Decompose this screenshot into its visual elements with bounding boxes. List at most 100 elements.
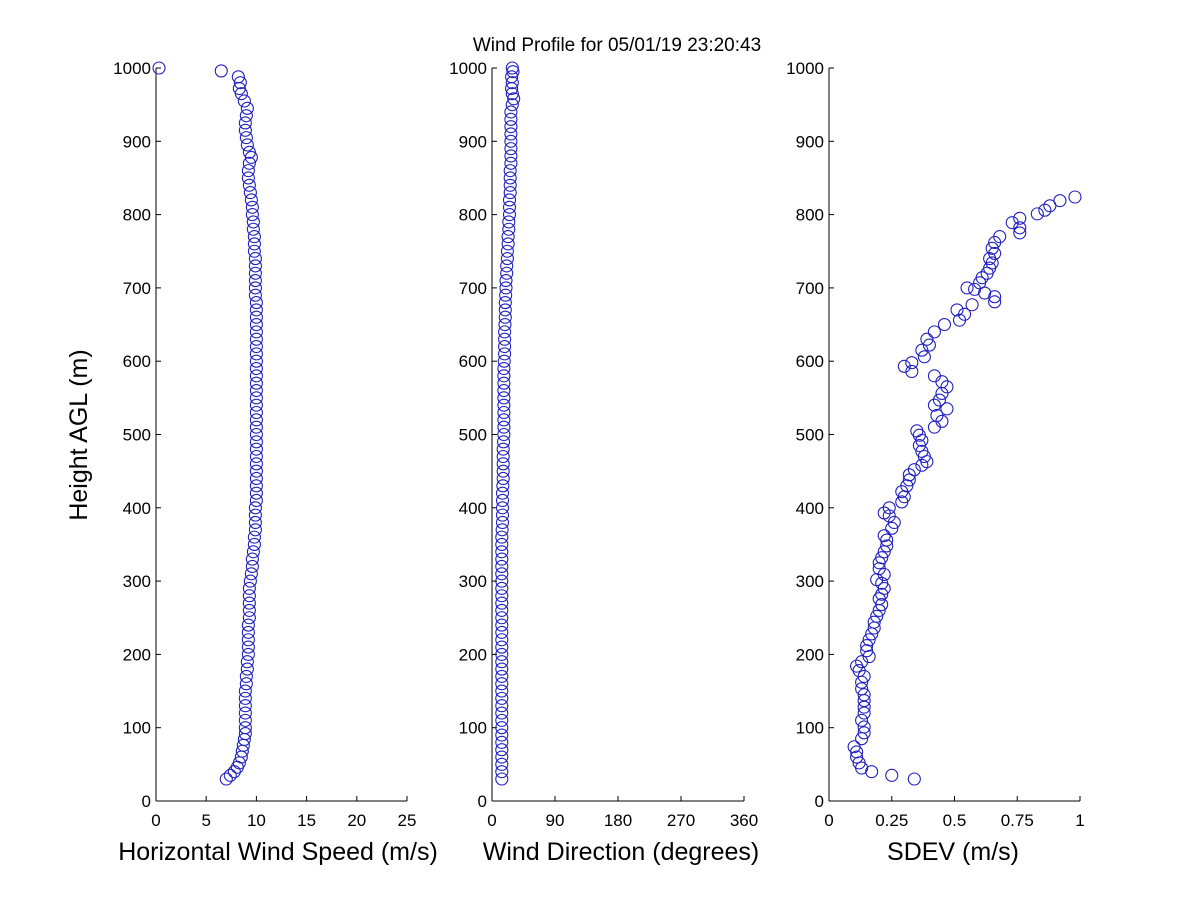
direction-data-point xyxy=(497,398,511,412)
sdev-data-point xyxy=(927,398,941,412)
direction-data-point xyxy=(504,127,518,141)
sdev-data-point xyxy=(940,380,954,394)
direction-data-point xyxy=(504,149,518,163)
direction-data-point xyxy=(498,332,512,346)
speed-data-point xyxy=(249,471,263,486)
chart-title: Wind Profile for 05/01/19 23:20:43 xyxy=(473,35,761,56)
direction-data-point xyxy=(495,545,509,559)
sdev-y-tick-label: 100 xyxy=(796,719,824,738)
direction-data-point xyxy=(498,310,512,324)
speed-data-point xyxy=(241,647,255,661)
speed-data-point xyxy=(242,156,256,170)
direction-data-point xyxy=(498,296,512,310)
sdev-data-point xyxy=(857,726,871,740)
sdev-data-point xyxy=(915,343,929,357)
speed-data-point xyxy=(241,625,255,639)
speed-x-tick-label: 5 xyxy=(201,811,210,830)
direction-data-point xyxy=(498,317,512,332)
speed-data-point xyxy=(246,545,260,559)
sdev-data-point xyxy=(887,515,901,530)
speed-data-point xyxy=(249,405,263,420)
direction-data-point xyxy=(496,464,510,478)
sdev-data-point xyxy=(930,408,944,422)
speed-y-tick-label: 1000 xyxy=(113,59,151,78)
sdev-data-point xyxy=(902,473,916,487)
direction-data-point xyxy=(503,164,517,178)
sdev-data-point xyxy=(907,463,921,477)
speed-data-point xyxy=(248,281,262,295)
speed-data-point xyxy=(245,208,259,222)
direction-data-point xyxy=(497,427,511,442)
sdev-y-tick-label: 900 xyxy=(796,132,824,151)
speed-data-point xyxy=(249,361,263,376)
direction-data-point xyxy=(495,589,509,603)
direction-data-point xyxy=(495,691,509,705)
direction-data-point xyxy=(495,669,509,683)
direction-data-point xyxy=(497,354,511,368)
sdev-x-tick-label: 0 xyxy=(824,811,833,830)
direction-data-point xyxy=(502,193,517,207)
direction-data-point xyxy=(498,303,512,317)
sdev-data-point xyxy=(983,252,997,266)
direction-data-point xyxy=(507,92,521,106)
direction-data-point xyxy=(499,274,513,288)
speed-y-tick-label: 0 xyxy=(142,792,151,811)
speed-data-point xyxy=(246,222,260,236)
speed-data-point xyxy=(245,200,259,214)
sdev-data-point xyxy=(855,655,869,669)
speed-data-point xyxy=(247,244,261,258)
sdev-data-point xyxy=(920,332,934,346)
direction-data-point xyxy=(497,383,511,398)
sdev-data-point xyxy=(875,551,889,565)
sdev-data-point xyxy=(965,298,979,312)
direction-data-point xyxy=(495,567,509,581)
sdev-data-point xyxy=(857,720,871,734)
direction-y-tick-label: 900 xyxy=(459,132,487,151)
direction-data-point xyxy=(500,244,514,258)
speed-data-point xyxy=(249,339,263,354)
direction-data-point xyxy=(495,596,509,610)
direction-data-point xyxy=(495,611,509,625)
speed-data-point xyxy=(249,420,263,434)
direction-y-tick-label: 400 xyxy=(459,499,487,518)
direction-data-point xyxy=(495,750,509,764)
speed-data-point xyxy=(249,413,263,427)
speed-data-point xyxy=(247,230,261,244)
speed-y-tick-label: 100 xyxy=(123,719,151,738)
speed-data-point xyxy=(249,427,263,442)
speed-data-point xyxy=(249,449,263,464)
speed-data-point xyxy=(249,354,263,368)
speed-data-point xyxy=(237,94,251,108)
sdev-x-tick-label: 0.75 xyxy=(1001,811,1034,830)
direction-data-point xyxy=(495,581,509,595)
direction-data-point xyxy=(495,728,509,742)
speed-data-point xyxy=(249,376,263,390)
direction-data-point xyxy=(495,537,509,552)
direction-data-point xyxy=(505,70,519,84)
speed-y-tick-label: 900 xyxy=(123,132,151,151)
direction-data-point xyxy=(498,325,512,339)
sdev-y-tick-label: 200 xyxy=(796,645,824,664)
direction-x-tick-label: 360 xyxy=(730,811,758,830)
sdev-data-point xyxy=(957,307,972,321)
speed-data-point xyxy=(248,508,262,522)
direction-data-point xyxy=(495,493,510,508)
direction-data-point xyxy=(495,757,509,771)
sdev-data-point xyxy=(932,393,946,407)
speed-data-point xyxy=(249,442,263,456)
direction-data-point xyxy=(495,647,509,661)
sdev-data-point xyxy=(1013,211,1027,225)
sdev-data-point xyxy=(927,325,941,339)
speed-data-point xyxy=(233,76,247,90)
direction-data-point xyxy=(495,640,509,654)
sdev-data-point xyxy=(880,539,894,553)
speed-y-tick-label: 300 xyxy=(123,572,151,591)
sdev-data-point xyxy=(877,529,891,543)
speed-data-point xyxy=(241,618,255,632)
sdev-data-point xyxy=(1013,226,1027,240)
speed-data-point xyxy=(247,537,261,552)
direction-data-point xyxy=(500,252,514,266)
direction-y-tick-label: 500 xyxy=(459,426,487,445)
speed-data-point xyxy=(238,713,252,727)
